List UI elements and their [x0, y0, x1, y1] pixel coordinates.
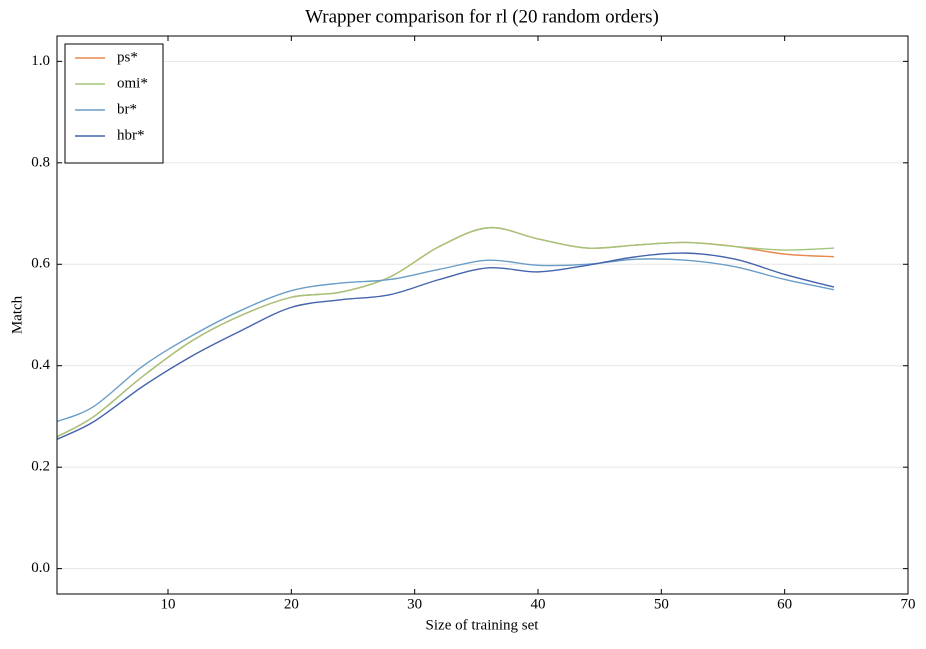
legend-box [64, 43, 164, 164]
chart-title: Wrapper comparison for rl (20 random ord… [305, 6, 659, 27]
y-tick-label: 0.0 [31, 560, 50, 576]
y-tick-label: 0.4 [31, 357, 50, 373]
y-tick-label: 0.6 [31, 256, 50, 272]
series-line [56, 227, 835, 438]
x-tick-label: 70 [901, 596, 916, 612]
y-tick-label: 0.2 [31, 459, 50, 475]
x-tick-label: 10 [161, 596, 176, 612]
plot-frame [56, 35, 909, 595]
x-axis-label: Size of training set [426, 617, 540, 633]
y-axis-label: Match [9, 295, 25, 334]
x-tick-label: 40 [531, 596, 546, 612]
y-tick-label: 0.8 [31, 154, 50, 170]
x-tick-label: 20 [284, 596, 299, 612]
series-line [56, 252, 835, 440]
x-tick-label: 50 [654, 596, 669, 612]
y-tick-label: 1.0 [31, 53, 50, 69]
x-tick-label: 30 [407, 596, 422, 612]
legend-label: br* [117, 101, 137, 117]
x-tick-label: 60 [777, 596, 792, 612]
series-line [56, 258, 835, 423]
legend-label: omi* [117, 75, 148, 91]
series-line [56, 227, 835, 438]
legend-label: hbr* [117, 127, 145, 143]
legend-label: ps* [117, 49, 138, 65]
